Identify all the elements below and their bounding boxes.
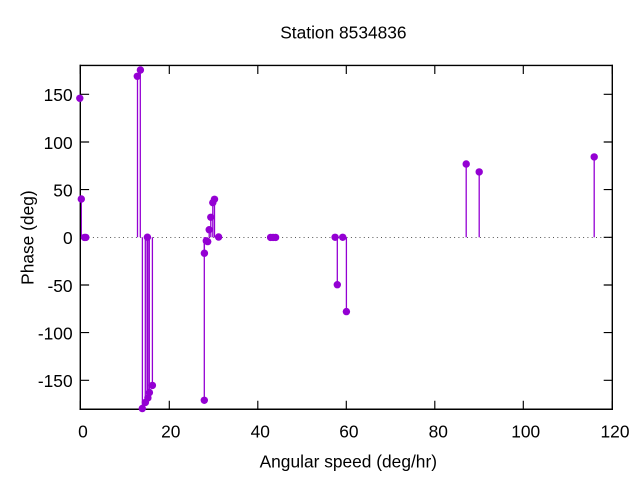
svg-text:100: 100 <box>511 422 540 442</box>
svg-text:Angular speed (deg/hr): Angular speed (deg/hr) <box>260 452 437 472</box>
svg-text:60: 60 <box>339 422 358 442</box>
svg-text:0: 0 <box>63 228 73 248</box>
svg-text:Phase (deg): Phase (deg) <box>18 190 38 285</box>
svg-text:150: 150 <box>44 85 73 105</box>
svg-text:-100: -100 <box>38 324 73 344</box>
svg-text:100: 100 <box>44 133 73 153</box>
svg-text:20: 20 <box>161 422 180 442</box>
svg-text:-150: -150 <box>38 371 73 391</box>
svg-text:0: 0 <box>78 422 88 442</box>
svg-text:120: 120 <box>601 422 630 442</box>
svg-text:40: 40 <box>251 422 270 442</box>
svg-text:80: 80 <box>429 422 448 442</box>
svg-text:50: 50 <box>53 181 72 201</box>
svg-text:Station 8534836: Station 8534836 <box>280 22 406 42</box>
svg-text:-50: -50 <box>48 276 73 296</box>
